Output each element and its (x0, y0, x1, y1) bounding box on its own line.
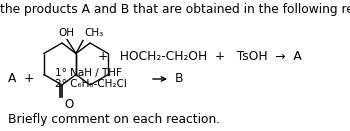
Text: 2° C₆H₅-CH₂Cl: 2° C₆H₅-CH₂Cl (55, 79, 127, 89)
Text: Indicate the products A and B that are obtained in the following reactions:: Indicate the products A and B that are o… (0, 3, 350, 16)
Text: +   HOCH₂-CH₂OH  +   TsOH  →  A: + HOCH₂-CH₂OH + TsOH → A (98, 50, 302, 62)
Text: O: O (64, 98, 73, 111)
Text: A  +: A + (8, 72, 34, 86)
Text: OH: OH (58, 28, 74, 37)
Text: B: B (175, 72, 183, 86)
Text: 1° NaH / THF: 1° NaH / THF (55, 68, 122, 78)
Text: CH₃: CH₃ (84, 29, 103, 39)
Text: Briefly comment on each reaction.: Briefly comment on each reaction. (8, 113, 220, 125)
